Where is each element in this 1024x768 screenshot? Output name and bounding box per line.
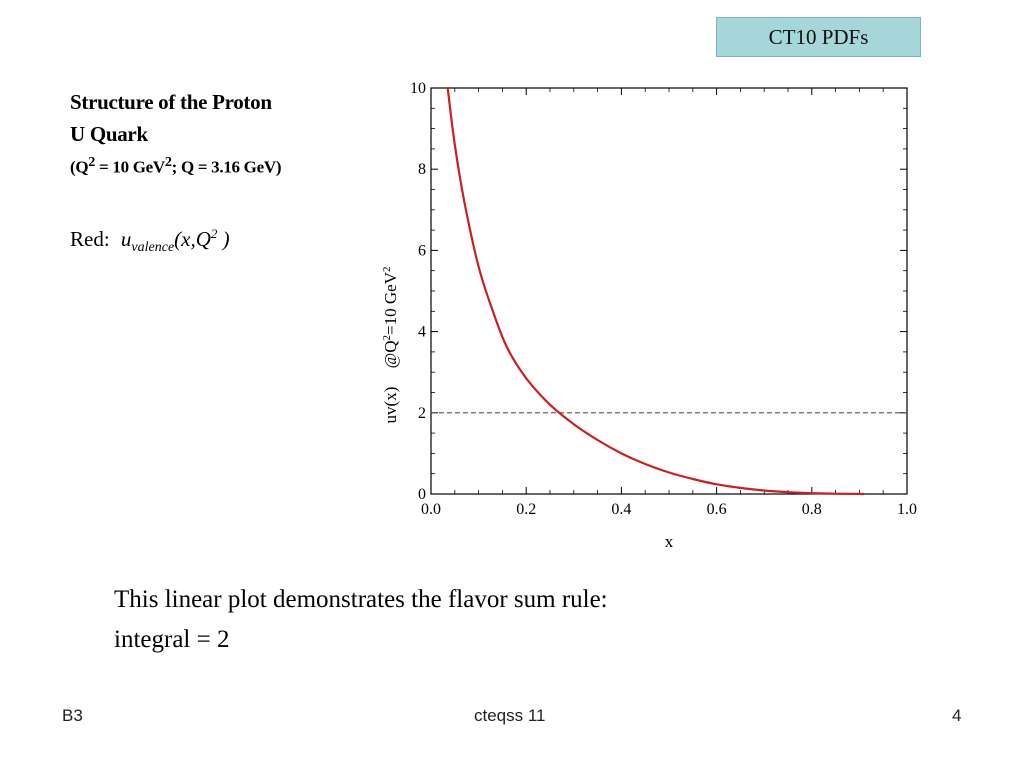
y-tick-label: 0 — [418, 486, 426, 503]
slide-tag: CT10 PDFs — [716, 17, 921, 57]
uv-valence-curve — [446, 87, 865, 496]
y-tick-label: 4 — [418, 324, 426, 341]
y-tick-label: 6 — [418, 242, 426, 259]
curve-legend: Red: uvalence(x,Q2 ) — [70, 226, 230, 256]
heading-conditions: (Q2 = 10 GeV2; Q = 3.16 GeV) — [70, 154, 282, 177]
x-tick-label: 0.2 — [516, 501, 536, 518]
footer-center: cteqss 11 — [474, 706, 546, 725]
y-axis-title: uv(x) @Q2=10 GeV2 — [381, 267, 400, 424]
heading-subtitle: U Quark — [70, 122, 148, 146]
x-tick-label: 0.8 — [802, 501, 822, 518]
plot-frame — [430, 87, 908, 495]
caption-line-2: integral = 2 — [114, 626, 230, 653]
y-tick-label: 8 — [418, 161, 426, 178]
x-tick-label: 0.4 — [611, 501, 631, 518]
axis-ticks: 0.0 0.2 0.4 0.6 0.8 1.0 0 2 4 6 8 10 — [410, 80, 917, 518]
plot-border — [430, 87, 908, 495]
legend-prefix: Red: — [70, 227, 110, 251]
caption-line-1: This linear plot demonstrates the flavor… — [114, 586, 608, 613]
x-tick-label: 0.0 — [421, 501, 441, 518]
slide-heading: Structure of the Proton U Quark (Q2 = 10… — [70, 86, 281, 180]
x-axis-title: x — [665, 532, 674, 551]
x-tick-label: 0.6 — [707, 501, 727, 518]
legend-formula: uvalence(x,Q2 ) — [120, 226, 230, 256]
x-tick-label: 1.0 — [897, 501, 917, 518]
series-layer — [446, 87, 865, 496]
y-tick-label: 10 — [410, 80, 426, 97]
svg-text:uv(x) @Q2=10 GeV2: uv(x) @Q2=10 GeV2 — [381, 267, 400, 424]
heading-title: Structure of the Proton — [70, 90, 272, 114]
footer-page-number: 4 — [952, 706, 962, 725]
y-tick-label: 2 — [418, 405, 426, 422]
footer-left: B3 — [62, 706, 83, 725]
slide-caption: This linear plot demonstrates the flavor… — [114, 580, 608, 660]
